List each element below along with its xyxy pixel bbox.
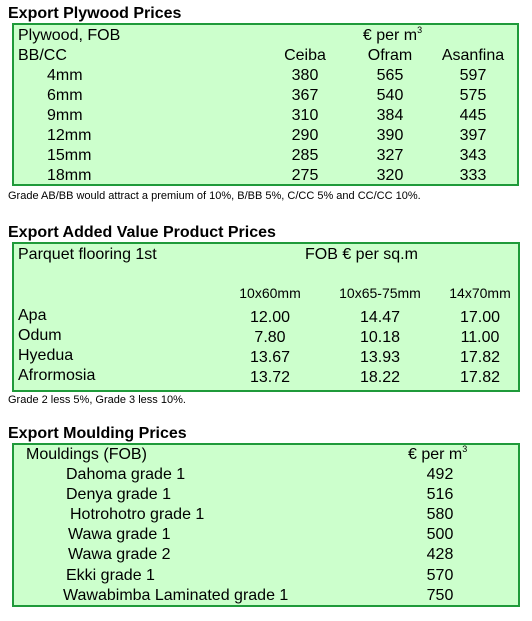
plywood-size: 4mm	[47, 67, 83, 84]
plywood-cell: 397	[459, 127, 487, 144]
added-value-col: 10x65-75mm	[339, 285, 421, 301]
plywood-cell: 384	[376, 107, 404, 124]
added-value-table	[12, 242, 520, 392]
plywood-note: Grade AB/BB would attract a premium of 1…	[8, 190, 421, 202]
plywood-title: Export Plywood Prices	[8, 5, 182, 22]
added-value-cell: 12.00	[249, 309, 291, 326]
moulding-name: Hotrohotro grade 1	[70, 506, 205, 523]
plywood-col-ceiba: Ceiba	[284, 47, 326, 64]
moulding-header-unit: € per m3	[408, 444, 468, 464]
plywood-cell: 540	[376, 87, 404, 104]
moulding-name: Wawa grade 2	[68, 546, 171, 563]
added-value-cell: 10.18	[359, 329, 401, 346]
plywood-cell: 285	[291, 147, 319, 164]
added-value-cell: 14.47	[359, 309, 401, 326]
moulding-title: Export Moulding Prices	[8, 425, 187, 442]
moulding-name: Dahoma grade 1	[66, 466, 186, 483]
added-value-species: Apa	[18, 307, 47, 324]
moulding-value: 500	[426, 526, 454, 543]
plywood-cell: 290	[291, 127, 319, 144]
plywood-cell: 320	[376, 167, 404, 184]
moulding-table	[12, 443, 520, 607]
moulding-name: Ekki grade 1	[66, 567, 155, 584]
added-value-species: Odum	[18, 327, 62, 344]
plywood-cell: 367	[291, 87, 319, 104]
moulding-header-left: Mouldings (FOB)	[26, 446, 147, 463]
plywood-cell: 575	[459, 87, 487, 104]
moulding-value: 570	[426, 567, 454, 584]
plywood-cell: 390	[376, 127, 404, 144]
added-value-cell: 17.82	[459, 349, 501, 366]
added-value-species: Hyedua	[18, 347, 74, 364]
plywood-size: 9mm	[47, 107, 83, 124]
plywood-size: 18mm	[47, 167, 92, 184]
moulding-value: 428	[426, 546, 454, 563]
plywood-cell: 445	[459, 107, 487, 124]
added-value-cell: 18.22	[359, 369, 401, 386]
added-value-unit: FOB € per sq.m	[305, 246, 418, 263]
added-value-product: Parquet flooring 1st	[18, 246, 157, 263]
added-value-cell: 17.82	[459, 369, 501, 386]
added-value-cell: 17.00	[459, 309, 501, 326]
plywood-header-unit: € per m3	[362, 25, 423, 45]
plywood-size: 12mm	[47, 127, 92, 144]
plywood-cell: 597	[459, 67, 487, 84]
added-value-cell: 13.72	[249, 369, 291, 386]
added-value-cell: 7.80	[254, 329, 286, 346]
moulding-value: 580	[426, 506, 454, 523]
plywood-cell: 343	[459, 147, 487, 164]
plywood-cell: 327	[376, 147, 404, 164]
added-value-cell: 13.93	[359, 349, 401, 366]
plywood-cell: 333	[459, 167, 487, 184]
added-value-col: 14x70mm	[449, 285, 511, 301]
plywood-header-left: Plywood, FOB	[18, 27, 121, 44]
added-value-cell: 13.67	[249, 349, 291, 366]
added-value-note: Grade 2 less 5%, Grade 3 less 10%.	[8, 394, 186, 406]
plywood-grade-label: BB/CC	[18, 47, 67, 64]
plywood-cell: 380	[291, 67, 319, 84]
moulding-name: Denya grade 1	[66, 486, 171, 503]
plywood-col-asanfina: Asanfina	[441, 47, 505, 64]
plywood-col-ofram: Ofram	[367, 47, 413, 64]
moulding-value: 516	[426, 486, 454, 503]
plywood-table	[12, 23, 519, 186]
plywood-cell: 275	[291, 167, 319, 184]
plywood-size: 15mm	[47, 147, 92, 164]
moulding-value: 750	[426, 587, 454, 604]
plywood-cell: 565	[376, 67, 404, 84]
plywood-cell: 310	[291, 107, 319, 124]
added-value-cell: 11.00	[460, 329, 500, 346]
added-value-title: Export Added Value Product Prices	[8, 224, 276, 241]
moulding-name: Wawa grade 1	[68, 526, 171, 543]
moulding-value: 492	[426, 466, 454, 483]
added-value-species: Afrormosia	[18, 367, 96, 384]
added-value-col: 10x60mm	[239, 285, 301, 301]
moulding-name: Wawabimba Laminated grade 1	[63, 587, 289, 604]
plywood-size: 6mm	[47, 87, 83, 104]
